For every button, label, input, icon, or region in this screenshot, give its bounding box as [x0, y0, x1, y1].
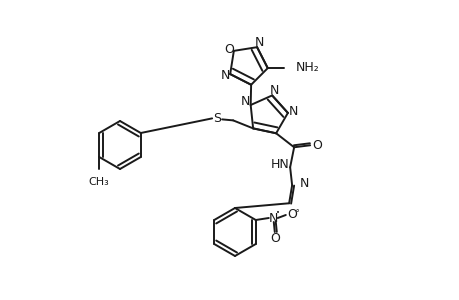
Text: O: O [224, 44, 233, 56]
Text: N: N [241, 94, 250, 107]
Text: ∘: ∘ [293, 206, 299, 215]
Text: N: N [299, 177, 309, 190]
Text: HN: HN [270, 158, 289, 171]
Text: N: N [269, 212, 278, 224]
Text: N: N [220, 69, 230, 82]
Text: •: • [275, 210, 279, 216]
Text: N: N [254, 36, 263, 49]
Text: O: O [312, 139, 321, 152]
Text: NH₂: NH₂ [295, 61, 319, 74]
Text: O: O [286, 208, 296, 221]
Text: N: N [269, 84, 278, 97]
Text: S: S [213, 112, 221, 125]
Text: O: O [269, 232, 279, 245]
Text: CH₃: CH₃ [89, 177, 109, 187]
Text: N: N [289, 105, 298, 119]
